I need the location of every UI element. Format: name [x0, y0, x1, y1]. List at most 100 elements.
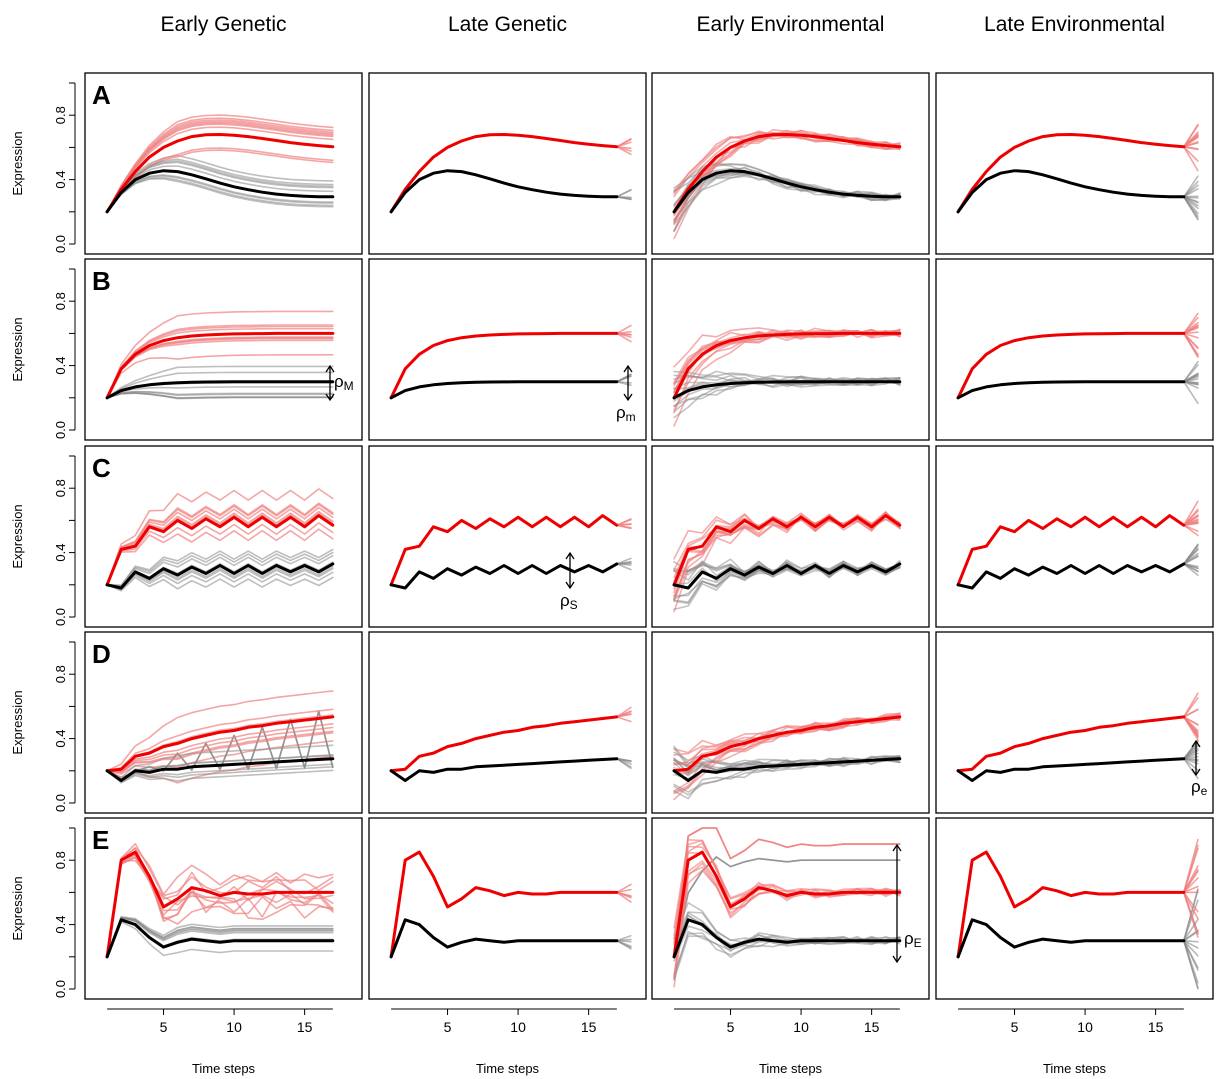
replicate-line-high [1184, 717, 1198, 735]
panel-frame [369, 259, 646, 440]
y-tick-label: 0.0 [53, 421, 68, 439]
panel-A-2 [369, 73, 646, 254]
x-tick-label: 15 [581, 1019, 597, 1035]
panel-frame [85, 259, 362, 440]
panel-C-2 [369, 446, 646, 627]
panel-B-1: B 0.0 0.4 0.8 [53, 259, 362, 440]
series-line-low [391, 382, 617, 398]
panel-frame [652, 818, 929, 999]
replicate-line-high [617, 717, 631, 722]
panel-B-2 [369, 259, 646, 440]
series-line-low [391, 171, 617, 212]
panel-letter: B [92, 266, 111, 296]
panel-frame [85, 446, 362, 627]
y-axis-label: Expression [10, 690, 25, 754]
y-tick-label: 0.8 [53, 479, 68, 497]
y-tick-label: 0.4 [53, 916, 68, 934]
column-title: Early Genetic [160, 13, 286, 36]
panel-letter: D [92, 639, 111, 669]
x-tick-label: 10 [1077, 1019, 1093, 1035]
panel-E-3: 5 10 15 Time steps [652, 818, 929, 1076]
y-axis-label: Expression [10, 131, 25, 195]
column-title: Late Genetic [448, 13, 567, 36]
series-line-low [958, 759, 1184, 781]
x-tick-label: 15 [1148, 1019, 1164, 1035]
x-tick-label: 15 [864, 1019, 880, 1035]
panel-letter: C [92, 453, 111, 483]
y-tick-label: 0.4 [53, 357, 68, 375]
x-axis-label: Time steps [1043, 1061, 1107, 1076]
replicate-line-high [674, 330, 900, 412]
annotation-label: ρE [904, 929, 922, 950]
panel-letter: E [92, 825, 109, 855]
series-line-low [958, 171, 1184, 212]
panel-frame [369, 446, 646, 627]
y-axis-label: Expression [10, 317, 25, 381]
x-axis-label: Time steps [759, 1061, 823, 1076]
x-tick-label: 15 [297, 1019, 313, 1035]
column-title: Early Environmental [697, 13, 885, 36]
replicate-line-low [674, 903, 900, 942]
panel-frame [936, 818, 1213, 999]
x-tick-label: 10 [510, 1019, 526, 1035]
annotation-label: ρm [616, 403, 636, 424]
series-line-high [391, 333, 617, 397]
y-tick-label: 0.4 [53, 730, 68, 748]
panel-D-1: D 0.0 0.4 0.8 [53, 632, 362, 813]
panel-frame [652, 259, 929, 440]
panel-A-3 [652, 73, 929, 254]
panel-E-4: 5 10 15 Time steps [936, 818, 1213, 1076]
panel-frame [936, 259, 1213, 440]
x-tick-label: 5 [727, 1019, 735, 1035]
panel-B-4 [936, 259, 1213, 440]
column-title: Late Environmental [984, 13, 1165, 36]
annotation-label: ρS [560, 591, 578, 612]
series-line-high [958, 333, 1184, 397]
x-tick-label: 5 [444, 1019, 452, 1035]
replicate-line-low [617, 376, 631, 382]
panel-letter: A [92, 80, 111, 110]
panel-D-3 [652, 632, 929, 813]
series-line-low [958, 382, 1184, 398]
panel-E-2: 5 10 15Time steps [369, 818, 646, 1076]
panel-frame [85, 73, 362, 254]
y-tick-label: 0.8 [53, 292, 68, 310]
panel-frame [369, 818, 646, 999]
x-tick-label: 10 [226, 1019, 242, 1035]
y-axis-label: Expression [10, 504, 25, 568]
panel-frame [936, 446, 1213, 627]
y-tick-label: 0.0 [53, 980, 68, 998]
panel-A-1: A 0.0 0.4 0.8 [53, 73, 362, 254]
series-line-low [391, 920, 617, 957]
replicate-line-low [1184, 196, 1198, 197]
panel-B-3 [652, 259, 929, 440]
replicate-line-low [617, 941, 631, 942]
y-tick-label: 0.8 [53, 106, 68, 124]
panel-frame [936, 73, 1213, 254]
series-line-high [958, 717, 1184, 771]
y-tick-label: 0.0 [53, 608, 68, 626]
y-tick-label: 0.8 [53, 665, 68, 683]
panel-D-4 [936, 632, 1213, 813]
panel-C-4 [936, 446, 1213, 627]
annotation-label: ρe [1191, 777, 1208, 798]
panel-frame [652, 73, 929, 254]
panel-E-1: E0.00.40.85 10 15Time steps [53, 818, 362, 1076]
series-line-high [391, 135, 617, 212]
series-line-low [391, 759, 617, 781]
series-line-low [958, 564, 1184, 588]
series-line-high [391, 717, 617, 771]
panel-frame [652, 632, 929, 813]
y-axis-label: Expression [10, 876, 25, 940]
panel-frame [85, 632, 362, 813]
panel-frame [369, 632, 646, 813]
x-tick-label: 5 [160, 1019, 168, 1035]
x-axis-label: Time steps [192, 1061, 256, 1076]
panel-C-3 [652, 446, 929, 627]
x-tick-label: 10 [793, 1019, 809, 1035]
y-tick-label: 0.4 [53, 171, 68, 189]
y-tick-label: 0.0 [53, 235, 68, 253]
x-tick-label: 5 [1011, 1019, 1019, 1035]
series-line-low [107, 382, 333, 398]
